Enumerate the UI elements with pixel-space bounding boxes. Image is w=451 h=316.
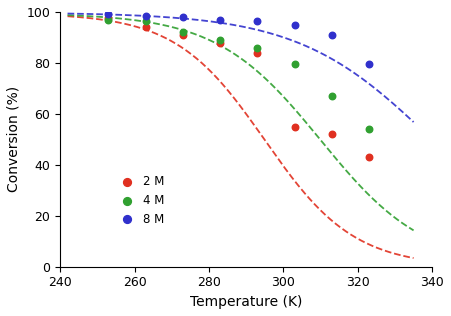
Y-axis label: Conversion (%): Conversion (%): [7, 86, 21, 192]
8 M: [216, 17, 224, 22]
4 M: [142, 18, 149, 23]
8 M: [254, 18, 261, 23]
4 M: [291, 62, 298, 67]
X-axis label: Temperature (K): Temperature (K): [190, 295, 302, 309]
2 M: [291, 124, 298, 129]
4 M: [105, 17, 112, 22]
8 M: [328, 32, 336, 37]
8 M: [365, 62, 373, 67]
4 M: [216, 38, 224, 43]
8 M: [142, 13, 149, 18]
8 M: [179, 15, 187, 20]
4 M: [328, 94, 336, 99]
4 M: [365, 127, 373, 132]
Legend: 2 M, 4 M, 8 M: 2 M, 4 M, 8 M: [110, 170, 169, 230]
2 M: [254, 50, 261, 55]
2 M: [105, 16, 112, 21]
2 M: [216, 40, 224, 45]
2 M: [365, 155, 373, 160]
2 M: [179, 32, 187, 37]
8 M: [291, 22, 298, 27]
4 M: [179, 30, 187, 35]
2 M: [328, 132, 336, 137]
4 M: [254, 45, 261, 50]
2 M: [142, 25, 149, 30]
8 M: [105, 12, 112, 17]
